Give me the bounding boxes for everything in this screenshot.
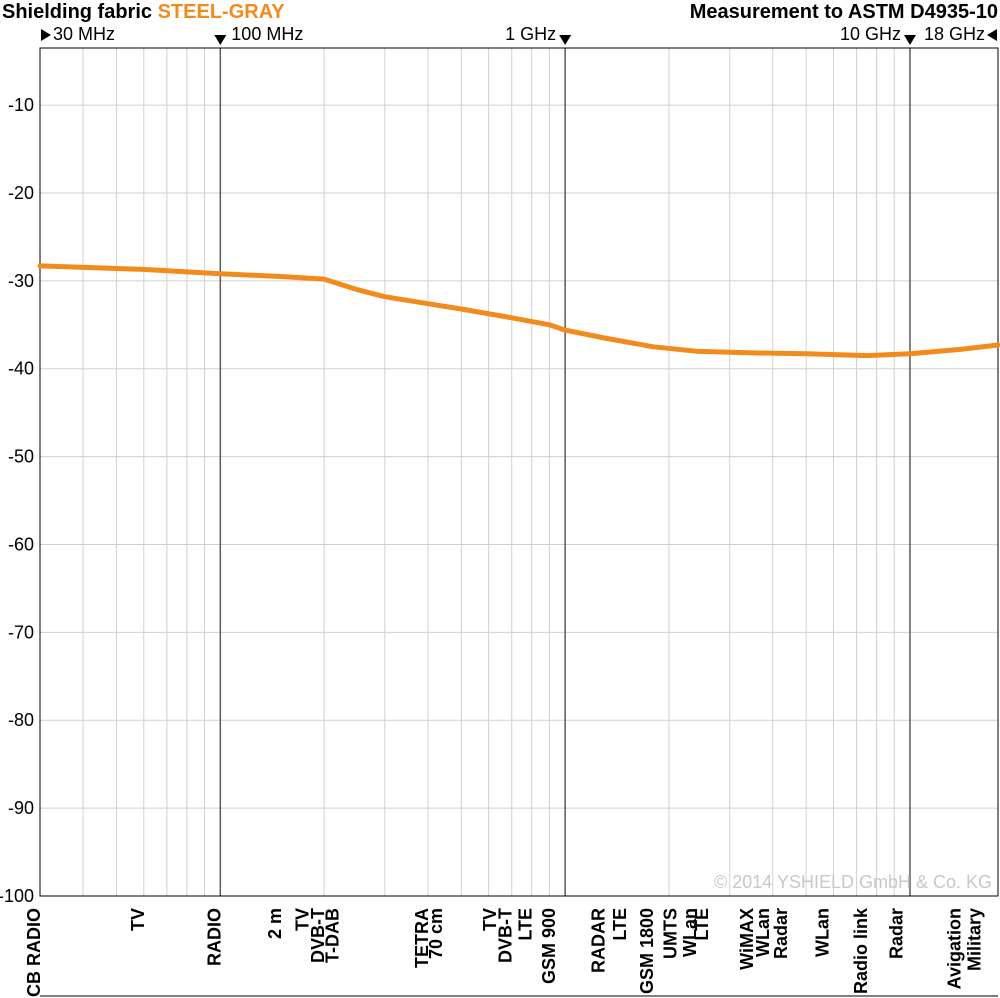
x-category-label: CB RADIO xyxy=(24,908,44,997)
x-category-label: 2 m xyxy=(265,908,285,939)
freq-marker-label: 10 GHz xyxy=(840,24,901,44)
y-tick-label: -100 xyxy=(0,886,34,906)
x-category-label: UMTS xyxy=(660,908,680,959)
x-category-label: LTE xyxy=(610,908,630,941)
y-tick-label: -80 xyxy=(8,710,34,730)
freq-marker-arrow xyxy=(904,35,916,45)
y-tick-label: -90 xyxy=(8,798,34,818)
attenuation-chart: -10 -20 -30 -40 -50 -60 -70 -80 -90 -100 © 2014 YS… xyxy=(0,0,1000,998)
y-tick-label: -20 xyxy=(8,183,34,203)
x-category-label: GSM 900 xyxy=(539,908,559,984)
y-tick-label: -60 xyxy=(8,534,34,554)
x-category-label: LTE xyxy=(516,908,536,941)
y-tick-label: -30 xyxy=(8,271,34,291)
x-category-label: TV xyxy=(128,908,148,931)
series-line xyxy=(40,266,998,356)
x-category-label: Radar xyxy=(771,908,791,959)
x-category-label: 70 cm xyxy=(426,908,446,959)
x-category-label: Radar xyxy=(886,908,906,959)
title-right: Measurement to ASTM D4935-10 xyxy=(690,1,998,23)
x-category-label: WLan xyxy=(753,908,773,957)
x-category-label: GSM 1800 xyxy=(637,908,657,994)
x-category-label: RADAR xyxy=(588,908,608,973)
x-category-label: Military xyxy=(964,908,984,971)
freq-marker-label: 18 GHz xyxy=(924,24,985,44)
plot-border xyxy=(40,48,998,896)
freq-marker-label: 30 MHz xyxy=(53,24,115,44)
x-category-label: Avigation xyxy=(944,908,964,989)
y-tick-label: -10 xyxy=(8,95,34,115)
x-category-label: DVB-T xyxy=(496,908,516,963)
freq-marker-arrow xyxy=(214,35,226,45)
x-category-label: RADIO xyxy=(204,908,224,966)
freq-marker-arrow xyxy=(41,29,51,41)
freq-marker-label: 100 MHz xyxy=(231,24,303,44)
x-category-label: LTE xyxy=(692,908,712,941)
copyright-text: © 2014 YSHIELD GmbH & Co. KG xyxy=(714,872,992,892)
y-tick-label: -50 xyxy=(8,447,34,467)
x-category-label: Radio link xyxy=(851,907,871,994)
freq-marker-label: 1 GHz xyxy=(505,24,556,44)
y-tick-label: -70 xyxy=(8,622,34,642)
y-tick-label: -40 xyxy=(8,359,34,379)
title-left: Shielding fabric STEEL-GRAY xyxy=(2,1,285,23)
freq-marker-arrow xyxy=(987,29,997,41)
x-category-label: T-DAB xyxy=(322,908,342,963)
x-category-label: WLan xyxy=(812,908,832,957)
freq-marker-arrow xyxy=(559,35,571,45)
